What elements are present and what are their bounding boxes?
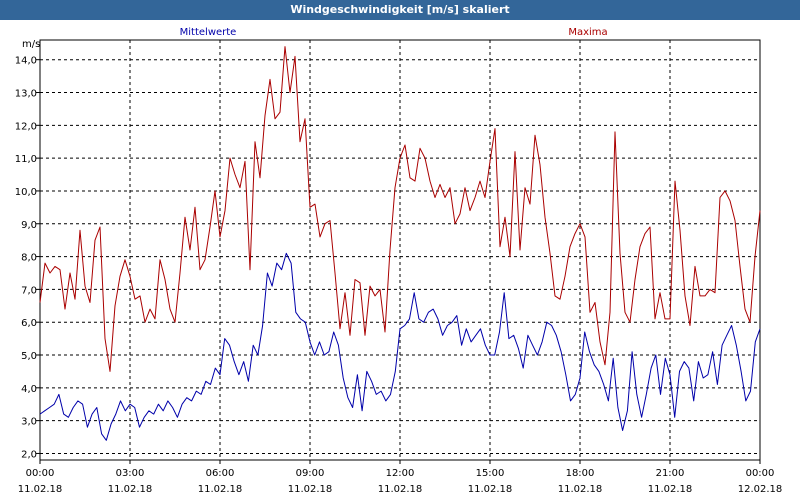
x-tick-time: 03:00 [116,468,145,479]
x-tick-time: 09:00 [296,468,325,479]
y-tick-label: 11,0 [15,154,37,165]
y-tick-label: 2,0 [21,449,37,460]
y-tick-label: 9,0 [21,220,37,231]
y-tick-label: 14,0 [15,56,37,67]
x-tick-date: 11.02.18 [468,484,513,495]
x-tick-date: 12.02.18 [738,484,783,495]
x-tick-time: 00:00 [746,468,775,479]
y-tick-label: 7,0 [21,285,37,296]
title-bar: Windgeschwindigkeit [m/s] skaliert [0,0,800,20]
data-series [39,46,761,441]
x-tick-date: 11.02.18 [378,484,423,495]
y-tick-label: 13,0 [15,89,37,100]
y-unit-label: m/s [22,39,40,50]
legend-maxima: Maxima [568,27,607,38]
y-axis-ticks: 2,0 3,0 4,0 5,0 6,0 7,0 8,0 9,0 10,0 11,0 12,0 13,0… [15,56,40,460]
series-line-maxima [39,46,761,372]
y-tick-label: 6,0 [21,318,37,329]
y-tick-label: 10,0 [15,187,37,198]
y-tick-label: 12,0 [15,121,37,132]
x-tick-time: 12:00 [386,468,415,479]
x-tick-time: 15:00 [476,468,505,479]
line-chart: m/s 2,0 3,0 4,0 5,0 6,0 7,0 8,0 9,0 10,0 11,0 12,0… [15,27,783,495]
y-tick-label: 3,0 [21,417,37,428]
window-title: Windgeschwindigkeit [m/s] skaliert [290,3,510,16]
x-tick-time: 00:00 [26,468,55,479]
y-tick-label: 8,0 [21,253,37,264]
grid [40,40,760,460]
x-tick-date: 11.02.18 [648,484,693,495]
x-tick-time: 18:00 [566,468,595,479]
series-line-mittelwerte [39,252,761,441]
x-tick-date: 11.02.18 [558,484,603,495]
x-tick-time: 21:00 [656,468,685,479]
x-tick-date: 11.02.18 [288,484,333,495]
x-tick-date: 11.02.18 [198,484,243,495]
x-tick-date: 11.02.18 [18,484,63,495]
legend-mittelwerte: Mittelwerte [180,27,237,38]
x-tick-time: 06:00 [206,468,235,479]
x-axis-ticks: 00:00 11.02.18 03:00 11.02.18 06:00 11.02.18 0… [18,460,783,495]
y-tick-label: 4,0 [21,384,37,395]
x-tick-date: 11.02.18 [108,484,153,495]
y-tick-label: 5,0 [21,351,37,362]
